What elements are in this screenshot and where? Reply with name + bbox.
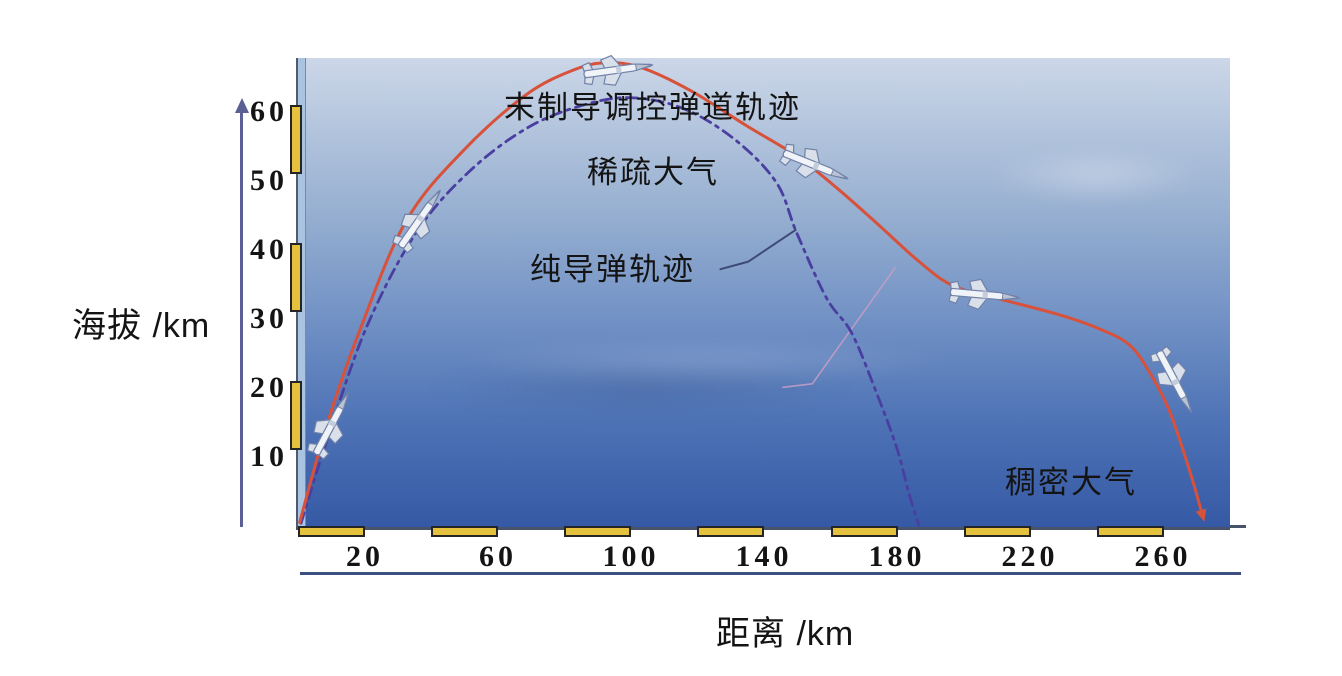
- baseline-extension: [1230, 525, 1246, 528]
- x-scale-bar-200-220: [964, 526, 1031, 537]
- impact-arrowhead-icon: [1195, 508, 1207, 522]
- x-scale-bar-120-140: [697, 526, 764, 537]
- missile-marker-5: [947, 276, 1021, 314]
- x-scale-bar-0-20: [298, 526, 365, 537]
- pure-missile-leader: [719, 228, 797, 271]
- curve-guided: [298, 61, 1203, 524]
- missile-marker-1: [301, 385, 363, 463]
- label-pure-missile-trajectory: 纯导弹轨迹: [530, 252, 695, 287]
- x-scale-bar-80-100: [564, 526, 631, 537]
- x-scale-bar-240-260: [1097, 526, 1164, 537]
- missile-marker-4: [776, 138, 854, 194]
- y-scale-bar-50-60: [290, 105, 302, 174]
- y-tick-40: 40: [250, 233, 288, 266]
- x-tick-220: 220: [1001, 540, 1059, 573]
- y-axis-title: 海拔 /km: [72, 307, 211, 345]
- x-tick-180: 180: [868, 540, 926, 573]
- y-tick-60: 60: [250, 95, 288, 128]
- y-tick-30: 30: [250, 302, 288, 335]
- x-scale-bar-40-60: [431, 526, 498, 537]
- y-tick-50: 50: [250, 164, 288, 197]
- y-axis-arrowhead-icon: [234, 98, 249, 113]
- x-tick-140: 140: [735, 540, 793, 573]
- label-thin-atmosphere: 稀疏大气: [587, 155, 719, 190]
- x-axis-underline: [300, 572, 1241, 575]
- y-axis-arrow-line: [240, 111, 243, 527]
- label-dense-atmosphere: 稠密大气: [1005, 465, 1137, 500]
- plot-area: 末制导调控弹道轨迹 稀疏大气 纯导弹轨迹 稠密大气: [296, 49, 1230, 530]
- trajectory-svg: [298, 49, 1207, 527]
- x-tick-100: 100: [602, 540, 660, 573]
- x-axis-title: 距离 /km: [716, 615, 855, 653]
- x-tick-260: 260: [1134, 540, 1192, 573]
- x-tick-20: 20: [346, 540, 384, 573]
- y-tick-10: 10: [250, 440, 288, 473]
- faint-pink-leader: [782, 267, 896, 389]
- curve-pure-missile: [299, 96, 921, 527]
- x-scale-bar-160-180: [831, 526, 898, 537]
- x-tick-60: 60: [479, 540, 517, 573]
- missile-marker-2: [387, 181, 453, 257]
- y-tick-20: 20: [250, 371, 288, 404]
- y-scale-bar-10-20: [290, 381, 302, 450]
- label-guided-trajectory: 末制导调控弹道轨迹: [504, 90, 801, 125]
- y-scale-bar-30-40: [290, 243, 302, 312]
